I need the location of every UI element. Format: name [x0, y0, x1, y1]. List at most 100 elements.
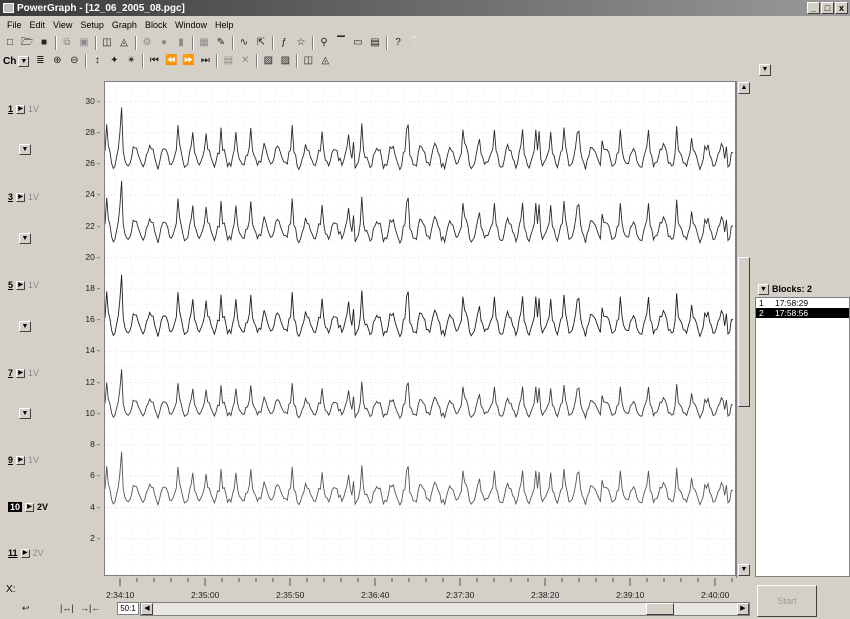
start-button[interactable]: Start: [757, 585, 817, 617]
overlay-icon[interactable]: ▧: [263, 55, 274, 66]
channel-row[interactable]: 11 ▶ 2V: [8, 548, 44, 558]
menu-window[interactable]: Window: [174, 19, 207, 30]
window-cascade-icon[interactable]: ◬: [120, 37, 128, 48]
menu-view[interactable]: View: [53, 19, 73, 30]
scroll-down-button[interactable]: ▼: [738, 564, 750, 576]
channel-expand-button[interactable]: ▶: [16, 104, 26, 114]
signal-trace: [104, 451, 734, 507]
channel-row[interactable]: 3 ▶ 1V: [8, 192, 39, 202]
channel-row[interactable]: 9 ▶ 1V: [8, 455, 39, 465]
pin-icon[interactable]: ↩: [22, 603, 30, 613]
channel-expand-button[interactable]: ▶: [16, 368, 26, 378]
fast-forward-icon[interactable]: ⏩: [182, 55, 195, 66]
copy-icon[interactable]: ⧉: [63, 37, 71, 48]
autoscale-icon[interactable]: ✴: [127, 55, 136, 66]
menu-edit[interactable]: Edit: [29, 19, 46, 30]
chart-overlay-icon[interactable]: ▭: [353, 37, 363, 48]
channel-row[interactable]: 7 ▶ 1V: [8, 368, 39, 378]
paste-icon[interactable]: ▣: [79, 37, 89, 48]
y-tick-label: 8 -: [90, 439, 100, 450]
table-icon[interactable]: ▦: [199, 37, 209, 48]
chart-stack-icon[interactable]: ▤: [370, 37, 380, 48]
menu-help[interactable]: Help: [214, 19, 234, 30]
channel-selector[interactable]: Ch ▼: [3, 55, 30, 67]
channel-row-selected[interactable]: 10 ▶ 2V: [8, 502, 48, 512]
menu-graph[interactable]: Graph: [111, 19, 137, 30]
list-item-selected[interactable]: 2 17:58:56: [756, 308, 849, 318]
split-vertical-icon[interactable]: ◬: [321, 55, 330, 66]
window-tile-icon[interactable]: ◫: [102, 37, 112, 48]
scroll-right-button[interactable]: ▶: [737, 603, 749, 615]
context-help-icon[interactable]: ❔: [408, 37, 422, 48]
scroll-left-button[interactable]: ◀: [141, 603, 153, 615]
channel-dropdown[interactable]: ▼: [19, 144, 31, 155]
zoom-ratio[interactable]: 50:1: [117, 602, 139, 615]
list-item[interactable]: 1 17:58:29: [756, 298, 849, 308]
select-region-icon[interactable]: ▤: [223, 55, 234, 66]
channel-range: 1V: [28, 455, 40, 465]
scale-vertical-icon[interactable]: ↕: [94, 55, 100, 66]
chevron-down-icon[interactable]: ▼: [18, 55, 30, 67]
chart-bars-icon[interactable]: ▔: [337, 37, 345, 48]
help-icon[interactable]: ?: [395, 37, 401, 48]
toolbar-separator: [192, 36, 194, 50]
record-icon[interactable]: ●: [160, 37, 168, 48]
channel-expand-button[interactable]: ▶: [16, 280, 26, 290]
menu-setup[interactable]: Setup: [80, 19, 104, 30]
right-panel: ▼ ▼ Blocks: 2 1 17:58:29 2 17:58:56 Star…: [755, 62, 850, 619]
panel-dropdown[interactable]: ▼: [759, 64, 771, 76]
zoom-time-out-icon[interactable]: |↔|: [60, 603, 74, 613]
tools-icon[interactable]: ⚙: [142, 37, 152, 48]
vertical-scrollbar[interactable]: ▲ ▼: [736, 81, 751, 578]
compare-icon[interactable]: ▨: [280, 55, 291, 66]
zoom-icon[interactable]: ⚲: [320, 37, 328, 48]
go-start-icon[interactable]: ⏮: [149, 55, 159, 66]
export-icon[interactable]: ⇱: [256, 37, 266, 48]
channel-expand-button[interactable]: ▶: [20, 548, 30, 558]
delete-region-icon[interactable]: ✕: [241, 55, 250, 66]
x-tick-label: 2:40:00: [701, 590, 730, 600]
function-icon[interactable]: ƒ: [281, 37, 287, 48]
channel-expand-button[interactable]: ▶: [25, 502, 35, 512]
plot-area[interactable]: [104, 81, 736, 576]
channel-row[interactable]: 1 ▶ 1V: [8, 104, 39, 114]
zoom-time-in-icon[interactable]: →|←: [80, 603, 101, 613]
split-horizontal-icon[interactable]: ◫: [303, 55, 314, 66]
scroll-thumb[interactable]: [738, 257, 750, 407]
toolbar-separator: [232, 36, 234, 50]
blocks-list[interactable]: 1 17:58:29 2 17:58:56: [755, 297, 850, 577]
channel-expand-button[interactable]: ▶: [16, 192, 26, 202]
channel-expand-button[interactable]: ▶: [16, 455, 26, 465]
zoom-in-icon[interactable]: ⊕: [53, 55, 62, 66]
channel-dropdown[interactable]: ▼: [19, 321, 31, 332]
channel-dropdown[interactable]: ▼: [19, 408, 31, 419]
y-tick-label: 30 -: [85, 95, 100, 106]
menu-block[interactable]: Block: [144, 19, 167, 30]
save-icon[interactable]: ■: [40, 37, 48, 48]
go-end-icon[interactable]: ⏭: [200, 55, 210, 66]
filter-icon[interactable]: ☆: [296, 37, 306, 48]
stop-icon[interactable]: ▮: [178, 37, 184, 48]
signal-icon[interactable]: ∿: [239, 37, 249, 48]
zoom-out-icon[interactable]: ⊖: [70, 55, 79, 66]
scroll-up-button[interactable]: ▲: [738, 82, 750, 94]
open-folder-icon[interactable]: 🗁: [20, 37, 34, 48]
offset-icon[interactable]: ≣: [36, 55, 45, 66]
rewind-icon[interactable]: ⏪: [165, 55, 178, 66]
menu-bar: File Edit View Setup Graph Block Window …: [0, 17, 850, 32]
new-file-icon[interactable]: □: [6, 37, 14, 48]
block-number: 1: [759, 298, 764, 308]
chevron-down-icon[interactable]: ▼: [758, 283, 769, 295]
close-button[interactable]: x: [835, 2, 848, 14]
menu-file[interactable]: File: [7, 19, 22, 30]
minimize-button[interactable]: _: [807, 2, 820, 14]
horizontal-scrollbar[interactable]: ◀ ▶: [140, 602, 750, 616]
scale-fit-icon[interactable]: ✦: [110, 55, 119, 66]
y-tick-label: 12 -: [85, 376, 100, 387]
maximize-button[interactable]: □: [821, 2, 834, 14]
channel-row[interactable]: 5 ▶ 1V: [8, 280, 39, 290]
pen-icon[interactable]: ✎: [216, 37, 226, 48]
scroll-thumb[interactable]: [646, 603, 674, 615]
channel-panel: 1 ▶ 1V ▼ 3 ▶ 1V ▼ 5 ▶ 1V ▼ 7 ▶ 1V ▼ 9 ▶ …: [0, 78, 58, 578]
channel-dropdown[interactable]: ▼: [19, 233, 31, 244]
